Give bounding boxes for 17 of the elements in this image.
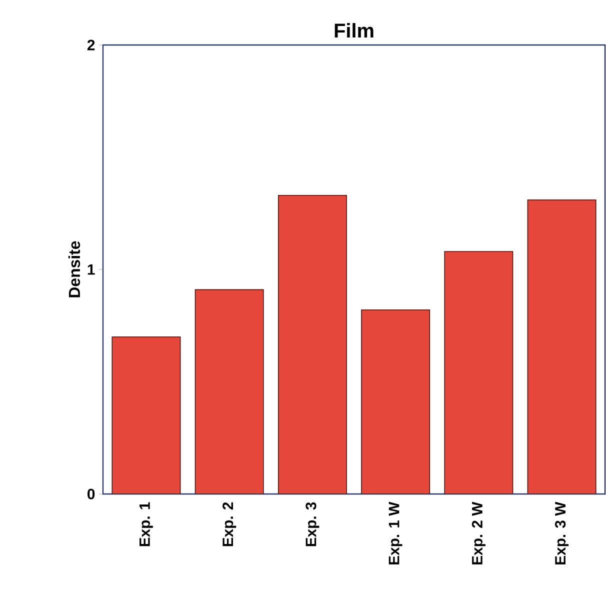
x-tick-label: Exp. 2 (222, 502, 236, 546)
x-tick-label: Exp. 3 W (555, 502, 569, 564)
bar (278, 195, 347, 494)
bar (195, 290, 264, 494)
bar (361, 310, 430, 494)
x-tick-label: Exp. 3 (306, 502, 320, 546)
bar (112, 336, 180, 494)
y-tick-label: 1 (88, 264, 95, 275)
y-tick-label: 2 (87, 40, 95, 50)
x-tick-label: Exp. 2 W (472, 502, 486, 564)
bar (527, 200, 596, 494)
chart-title: Film (334, 23, 374, 38)
y-axis-title: Densite (68, 241, 80, 298)
x-tick-label: Exp. 1 (140, 502, 153, 546)
bar (444, 252, 513, 494)
y-tick-label: 0 (88, 488, 95, 500)
x-tick-label: Exp. 1 W (388, 502, 402, 564)
